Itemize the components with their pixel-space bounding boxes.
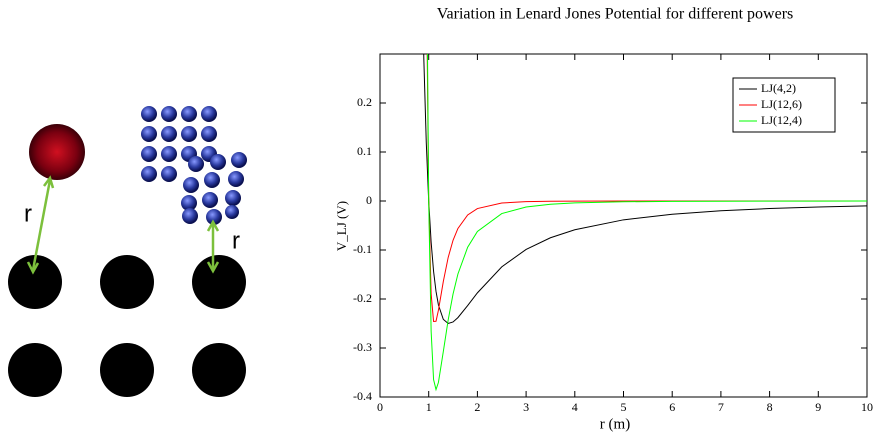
- x-tick-label: 4: [572, 400, 578, 414]
- y-tick-label: 0: [366, 193, 372, 207]
- x-tick-label: 1: [426, 400, 432, 414]
- legend-label: LJ(4,2): [761, 81, 796, 95]
- x-tick-label: 3: [523, 400, 529, 414]
- blue-cluster: [141, 106, 247, 225]
- series-line: [426, 54, 867, 322]
- y-axis-label: V_LJ (V): [334, 201, 349, 251]
- legend-label: LJ(12,6): [761, 97, 802, 111]
- chart: Variation in Lenard Jones Potential for …: [334, 6, 873, 433]
- red-atom: [29, 124, 85, 180]
- y-tick-label: 0.2: [357, 95, 372, 109]
- chart-title: Variation in Lenard Jones Potential for …: [437, 6, 794, 23]
- distance-label: r: [232, 227, 240, 254]
- legend-label: LJ(12,4): [761, 113, 802, 127]
- y-tick-label: -0.1: [353, 242, 372, 256]
- x-tick-label: 2: [474, 400, 480, 414]
- y-tick-label: -0.3: [353, 340, 372, 354]
- y-tick-label: 0.1: [357, 144, 372, 158]
- x-tick-label: 10: [861, 400, 873, 414]
- x-tick-label: 0: [377, 400, 383, 414]
- x-tick-label: 7: [718, 400, 724, 414]
- x-tick-label: 9: [815, 400, 821, 414]
- series-line: [423, 54, 867, 325]
- lattice: [8, 255, 246, 397]
- diagram: r r: [8, 106, 247, 397]
- x-tick-label: 5: [621, 400, 627, 414]
- distance-label: r: [24, 200, 32, 227]
- plot-area: [423, 54, 867, 392]
- y-tick-label: -0.2: [353, 291, 372, 305]
- x-axis-label: r (m): [600, 416, 630, 432]
- x-tick-label: 6: [669, 400, 675, 414]
- legend: LJ(4,2) LJ(12,6) LJ(12,4): [732, 77, 836, 133]
- arrows: [26, 175, 220, 275]
- x-tick-label: 8: [767, 400, 773, 414]
- series-line: [427, 54, 867, 392]
- y-tick-label: -0.4: [353, 389, 372, 403]
